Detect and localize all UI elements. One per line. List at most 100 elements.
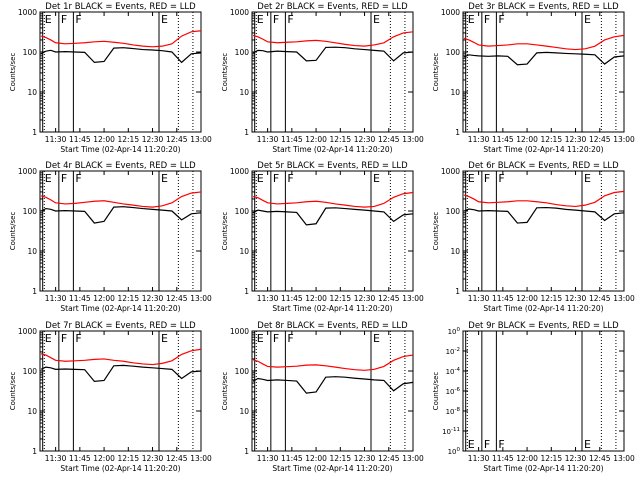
y-tick-label: 100 [446,207,461,216]
x-tick-label: 11:45 [281,454,303,463]
x-axis-label: Start Time (02-Apr-14 11:20:20) [272,145,392,154]
x-tick-label: 11:30 [468,454,490,463]
chart-panel-8: Det 8r BLACK = Events, RED = LLD Start Ti… [221,321,424,473]
y-tick-label: 1 [32,287,37,296]
chart-title: Det 9r BLACK = Events, RED = LLD [468,321,619,331]
event-label: F [498,13,504,26]
series-line-events [40,47,202,64]
x-axis-label: Start Time (02-Apr-14 11:20:20) [483,304,603,313]
x-axis-label: Start Time (02-Apr-14 11:20:20) [60,464,180,473]
x-tick-label: 12:15 [329,135,351,144]
x-tick-label: 11:30 [45,454,67,463]
chart-title: Det 6r BLACK = Events, RED = LLD [468,161,619,171]
series-line-lld [40,348,202,366]
series-line-lld [252,354,414,371]
chart-panel-5: Det 5r BLACK = Events, RED = LLD Start Ti… [221,161,424,313]
y-tick-label: 1000 [18,167,37,176]
chart-title: Det 8r BLACK = Events, RED = LLD [257,321,408,331]
event-label: E [45,13,52,26]
y-tick-label: 1000 [230,327,249,336]
x-tick-label: 11:45 [492,454,514,463]
series-line-events [252,46,414,62]
x-tick-label: 13:00 [402,135,424,144]
chart-title: Det 5r BLACK = Events, RED = LLD [257,161,408,171]
x-tick-label: 13:00 [613,135,635,144]
y-axis-label: Counts/sec [221,372,229,411]
y-tick-label: 100 [23,367,38,376]
event-label: F [498,438,504,451]
event-label: F [61,13,67,26]
series-line-lld [40,30,202,48]
y-tick-label: 10 [239,407,249,416]
chart-title: Det 3r BLACK = Events, RED = LLD [468,2,619,12]
y-tick-label: 10 [27,247,37,256]
y-axis-label: Counts/sec [221,212,229,251]
event-label: E [584,438,591,451]
x-axis-label: Start Time (02-Apr-14 11:20:20) [272,464,392,473]
x-tick-label: 12:30 [142,135,164,144]
x-tick-label: 12:45 [378,294,400,303]
event-label: E [584,172,591,185]
y-tick-label: 1000 [441,167,460,176]
chart-panel-3: Det 3r BLACK = Events, RED = LLD Start Ti… [432,2,635,154]
x-tick-label: 12:45 [378,135,400,144]
x-tick-label: 11:45 [69,454,91,463]
x-tick-label: 12:00 [93,454,115,463]
event-label: F [484,438,490,451]
x-tick-label: 12:15 [540,294,562,303]
event-label: E [468,13,475,26]
plot-frame [39,11,202,133]
event-label: F [287,13,293,26]
event-label: F [484,172,490,185]
series-line-lld [252,31,414,47]
series-line-events [252,376,414,394]
y-tick-label: 100 [23,207,38,216]
y-axis-label: Counts/sec [432,53,440,92]
plot-frame [462,170,625,292]
event-label: F [273,13,279,26]
event-label: E [584,13,591,26]
event-label: F [75,172,81,185]
y-tick-label: 10 [239,247,249,256]
plot-frame [251,11,414,133]
y-axis-label: Counts/sec [432,212,440,251]
x-tick-label: 12:45 [166,454,188,463]
x-tick-label: 12:30 [565,454,587,463]
x-tick-label: 13:00 [190,454,212,463]
x-tick-label: 11:45 [69,135,91,144]
event-label: E [257,13,264,26]
y-axis-label: Counts/sec [9,372,17,411]
y-tick-label: 100 [448,447,461,456]
x-tick-label: 12:15 [540,135,562,144]
x-tick-label: 11:30 [468,135,490,144]
series-line-lld [40,191,202,208]
x-tick-label: 12:45 [589,135,611,144]
y-tick-label: 10-4 [446,367,461,376]
x-tick-label: 12:00 [93,294,115,303]
x-tick-label: 12:15 [117,454,139,463]
x-tick-label: 12:30 [354,454,376,463]
y-tick-label: 1 [455,128,460,137]
chart-panel-1: Det 1r BLACK = Events, RED = LLD Start Ti… [9,2,212,154]
event-label: F [75,13,81,26]
y-tick-label: 10-8 [446,407,461,416]
x-tick-label: 12:00 [93,135,115,144]
chart-panel-6: Det 6r BLACK = Events, RED = LLD Start Ti… [432,161,635,313]
chart-panel-4: Det 4r BLACK = Events, RED = LLD Start Ti… [9,161,212,313]
x-tick-label: 11:30 [45,135,67,144]
y-tick-label: 10-2 [446,347,460,356]
event-label: F [273,172,279,185]
x-tick-label: 12:45 [166,135,188,144]
event-label: F [484,13,490,26]
x-axis-label: Start Time (02-Apr-14 11:20:20) [60,145,180,154]
x-tick-label: 11:45 [281,294,303,303]
y-tick-label: 1 [32,447,37,456]
series-line-events [40,364,202,383]
plot-frame [39,330,202,452]
plot-frame [39,170,202,292]
y-tick-label: 10 [450,88,460,97]
event-label: E [257,172,264,185]
event-label: E [161,172,168,185]
x-tick-label: 12:30 [354,294,376,303]
